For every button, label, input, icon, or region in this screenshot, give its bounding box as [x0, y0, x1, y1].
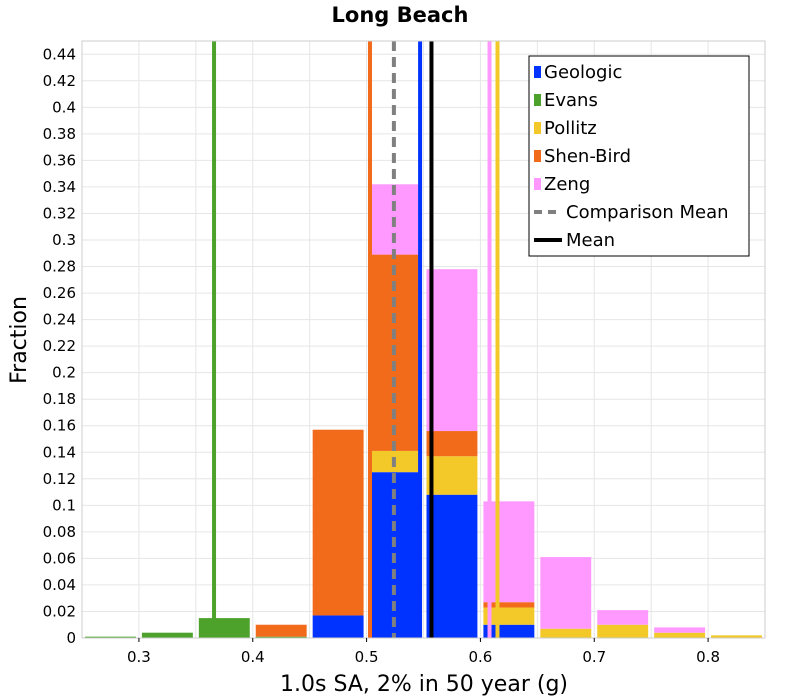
- bar-pollitz-segment: [597, 624, 649, 638]
- y-tick-label: 0.04: [43, 576, 76, 594]
- bar-geologic-segment: [312, 615, 364, 638]
- bar-shen-bird-segment: [426, 431, 478, 457]
- legend-label: Shen-Bird: [544, 146, 631, 167]
- y-tick-label: 0.18: [43, 390, 76, 408]
- plot-area: [81, 40, 766, 639]
- y-tick-label: 0.38: [43, 125, 76, 143]
- y-tick-label: 0.1: [52, 496, 76, 514]
- y-tick-label: 0.44: [43, 45, 76, 63]
- bar-zeng-segment: [597, 610, 649, 625]
- y-tick-label: 0.4: [52, 98, 76, 116]
- bar-shen-bird-segment: [255, 624, 307, 637]
- x-tick-label: 0.3: [127, 648, 151, 666]
- x-tick-label: 0.4: [241, 648, 265, 666]
- y-tick-label: 0.08: [43, 523, 76, 541]
- y-tick-label: 0.28: [43, 258, 76, 276]
- legend-label: Comparison Mean: [566, 202, 729, 223]
- y-tick-label: 0.22: [43, 337, 76, 355]
- y-tick-label: 0.02: [43, 602, 76, 620]
- legend-label: Pollitz: [544, 118, 597, 139]
- y-tick-label: 0.32: [43, 204, 76, 222]
- chart-title: Long Beach: [332, 3, 469, 27]
- legend-swatch: [534, 94, 541, 106]
- bar-shen-bird-segment: [483, 602, 535, 608]
- bar-evans-segment: [85, 636, 136, 638]
- y-tick-label: 0.3: [52, 231, 76, 249]
- bar-pollitz-segment: [654, 632, 706, 638]
- bar-pollitz-segment: [711, 635, 762, 638]
- legend-label: Geologic: [544, 62, 622, 83]
- bars: [85, 184, 762, 638]
- bar-zeng-segment: [483, 501, 535, 603]
- legend-swatch: [534, 122, 541, 134]
- legend-swatch: [534, 178, 541, 190]
- bar-evans-segment: [255, 636, 307, 638]
- y-tick-label: 0.06: [43, 549, 76, 567]
- bar-zeng-segment: [654, 627, 706, 633]
- y-tick-label: 0.2: [52, 364, 76, 382]
- y-tick-label: 0.42: [43, 72, 76, 90]
- bar-evans-segment: [198, 618, 250, 638]
- y-tick-label: 0.12: [43, 470, 76, 488]
- legend: Geologic Evans Pollitz Shen-Bird Zeng Compari…: [528, 55, 750, 257]
- x-axis-label: 1.0s SA, 2% in 50 year (g): [280, 672, 568, 697]
- x-tick-label: 0.7: [582, 648, 606, 666]
- bar-zeng-segment: [540, 557, 592, 629]
- y-axis-label: Fraction: [7, 296, 32, 384]
- legend-label: Evans: [544, 90, 598, 111]
- bar-zeng-segment: [426, 269, 478, 432]
- mean-lines: [212, 41, 500, 638]
- y-tick-label: 0.34: [43, 178, 76, 196]
- x-tick-label: 0.6: [468, 648, 492, 666]
- legend-swatch: [534, 66, 541, 78]
- y-tick-label: 0.14: [43, 443, 76, 461]
- bar-pollitz-segment: [426, 456, 478, 495]
- bar-pollitz-segment: [540, 628, 592, 638]
- x-axis-ticks: 0.3 0.4 0.5 0.6 0.7 0.8: [127, 638, 720, 666]
- legend-box: [528, 55, 750, 257]
- bar-evans-segment: [141, 632, 193, 638]
- y-tick-label: 0: [66, 629, 76, 647]
- y-tick-label: 0.26: [43, 284, 76, 302]
- bar-shen-bird-segment: [312, 429, 364, 616]
- x-tick-label: 0.8: [696, 648, 720, 666]
- y-tick-label: 0.36: [43, 151, 76, 169]
- y-tick-label: 0.24: [43, 311, 76, 329]
- legend-swatch: [534, 150, 541, 162]
- legend-label: Mean: [566, 230, 615, 251]
- legend-label: Zeng: [544, 174, 590, 195]
- y-tick-label: 0.16: [43, 417, 76, 435]
- y-axis-ticks: 0 0.02 0.04 0.06 0.08 0.1 0.12 0.14 0.16 0.18 0.2 0…: [43, 45, 76, 647]
- x-tick-label: 0.5: [355, 648, 379, 666]
- bar-geologic-segment: [426, 494, 478, 638]
